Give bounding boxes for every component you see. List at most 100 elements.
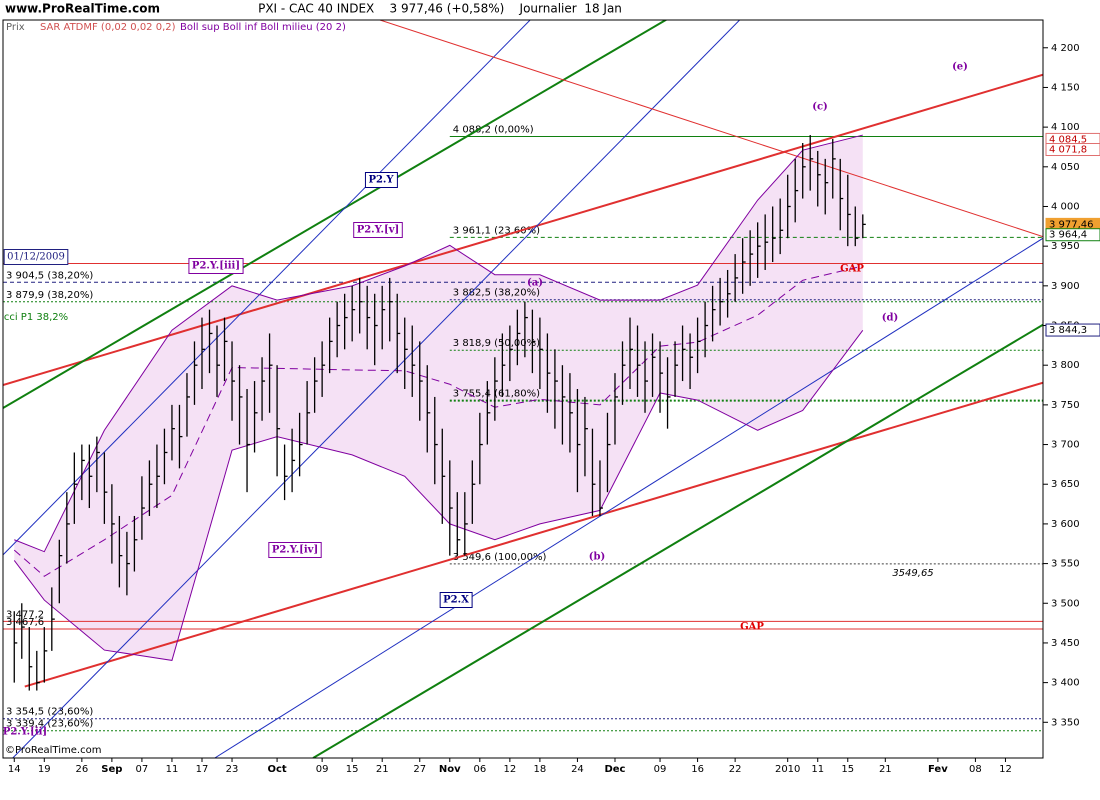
trend-line — [12, 20, 740, 758]
x-tick-label: 08 — [969, 764, 982, 775]
x-tick-label: 24 — [571, 764, 584, 775]
annotation-box — [3, 249, 69, 265]
price-tag-box — [1045, 323, 1100, 337]
x-tick-label: 26 — [75, 764, 88, 775]
y-tick-label: 4 150 — [1051, 82, 1080, 93]
price-tag-label: 3 964,4 — [1049, 230, 1087, 241]
x-tick-label: Fev — [928, 764, 948, 775]
x-tick-label: 15 — [346, 764, 359, 775]
x-tick-label: 09 — [654, 764, 667, 775]
y-tick-label: 3 750 — [1051, 400, 1080, 411]
annotation: (e) — [952, 62, 968, 73]
band-middle — [13, 265, 863, 577]
x-tick-label: 11 — [166, 764, 179, 775]
level-label: 4 088,2 (0,00%) — [453, 124, 534, 135]
annotation: P2.Y.[iii] — [192, 261, 240, 272]
x-tick-label: Nov — [439, 764, 461, 775]
x-tick-label: Oct — [267, 764, 286, 775]
annotation: P2.X — [443, 595, 469, 606]
trend-line — [24, 381, 1043, 688]
annotation: (b) — [589, 552, 605, 563]
annotation: P2.Y.[v] — [357, 225, 400, 236]
x-tick-label: 23 — [226, 764, 239, 775]
x-tick-label: 22 — [729, 764, 742, 775]
x-tick-label: 21 — [376, 764, 389, 775]
level-label: 3 961,1 (23,60%) — [453, 225, 540, 236]
annotation-box — [353, 222, 403, 238]
annotation: (c) — [812, 102, 828, 113]
x-tick-label: 17 — [196, 764, 209, 775]
x-tick-label: 12 — [503, 764, 516, 775]
annotation: P2.Y.[ii] — [3, 727, 47, 738]
annotation: 01/12/2009 — [7, 252, 65, 263]
price-tag-label: 3 844,3 — [1049, 325, 1087, 336]
x-tick-label: 2010 — [775, 764, 800, 775]
price-tag-box — [1045, 143, 1100, 157]
level-label: 3 879,9 (38,20%) — [6, 290, 93, 301]
y-tick-label: 3 350 — [1051, 717, 1080, 728]
y-tick-label: 3 700 — [1051, 440, 1080, 451]
copyright: ©ProRealTime.com — [5, 745, 101, 756]
x-tick-label: 07 — [136, 764, 149, 775]
plot-area: 4 088,2 (0,00%) 3 961,1 (23,60%) 3 882,5 (… — [3, 20, 1043, 758]
y-tick-label: 3 450 — [1051, 638, 1080, 649]
legend-entry: Prix — [6, 22, 25, 33]
trend-line — [379, 20, 1043, 238]
annotation-box — [364, 172, 398, 188]
chart-title: PXI - CAC 40 INDEX 3 977,46 (+0,58%) Jou… — [258, 2, 622, 16]
annotation: P2.Y.[iv] — [272, 545, 318, 556]
y-tick-label: 3 600 — [1051, 519, 1080, 530]
annotation: GAP — [740, 622, 764, 633]
annotation: (d) — [882, 313, 898, 324]
x-tick-label: 27 — [413, 764, 426, 775]
x-tick-label: Sep — [101, 764, 122, 775]
x-tick-label: 19 — [38, 764, 51, 775]
x-tick-label: 06 — [473, 764, 486, 775]
y-tick-label: 3 900 — [1051, 281, 1080, 292]
level-label: 3 549,6 (100,00%) — [453, 552, 547, 563]
annotation-box — [268, 542, 322, 558]
y-tick-label: 3 400 — [1051, 678, 1080, 689]
y-tick-label: 4 050 — [1051, 162, 1080, 173]
price-tag-label: 4 084,5 — [1049, 134, 1087, 145]
annotation: GAP — [840, 264, 864, 275]
x-tick-label: 09 — [316, 764, 329, 775]
annotation: cci P1 38,2% — [4, 312, 68, 323]
annotation-box — [439, 592, 473, 608]
annotation: (a) — [527, 278, 543, 289]
y-tick-label: 3 550 — [1051, 559, 1080, 570]
level-label: 3 477,2 — [6, 609, 44, 620]
level-label: 3 339,4 (23,60%) — [6, 719, 93, 730]
annotation: 3549,65 — [892, 568, 933, 579]
plot-frame — [2, 19, 1044, 759]
x-tick-label: 12 — [999, 764, 1012, 775]
x-tick-label: 11 — [811, 764, 824, 775]
y-tick-label: 3 650 — [1051, 479, 1080, 490]
trend-line — [214, 237, 1043, 758]
x-tick-label: 15 — [841, 764, 854, 775]
y-tick-label: 4 000 — [1051, 201, 1080, 212]
level-label: 3 467,6 — [6, 617, 44, 628]
band-upper — [14, 134, 863, 553]
level-label: 3 354,5 (23,60%) — [6, 707, 93, 718]
trend-line — [3, 73, 1043, 386]
overlay: Prix SAR ATDMF (0,02 0,02 0,2) Boll sup Bo… — [3, 22, 1100, 775]
level-label: 3 818,9 (50,00%) — [453, 338, 540, 349]
y-tick-label: 3 800 — [1051, 360, 1080, 371]
y-tick-label: 4 100 — [1051, 122, 1080, 133]
annotation-box — [188, 258, 244, 274]
y-tick-label: 4 200 — [1051, 43, 1080, 54]
x-tick-label: 21 — [879, 764, 892, 775]
site-name: www.ProRealTime.com — [5, 2, 160, 16]
band-fill — [14, 135, 863, 661]
x-tick-label: 14 — [8, 764, 21, 775]
x-tick-label: Dec — [604, 764, 625, 775]
x-tick-label: 16 — [691, 764, 704, 775]
legend-entry: Boll sup Boll inf Boll milieu (20 2) — [180, 22, 346, 33]
y-tick-label: 3 500 — [1051, 598, 1080, 609]
trend-line — [3, 20, 668, 409]
legend-entry: SAR ATDMF (0,02 0,02 0,2) — [40, 22, 176, 33]
level-label: 3 882,5 (38,20%) — [453, 288, 540, 299]
